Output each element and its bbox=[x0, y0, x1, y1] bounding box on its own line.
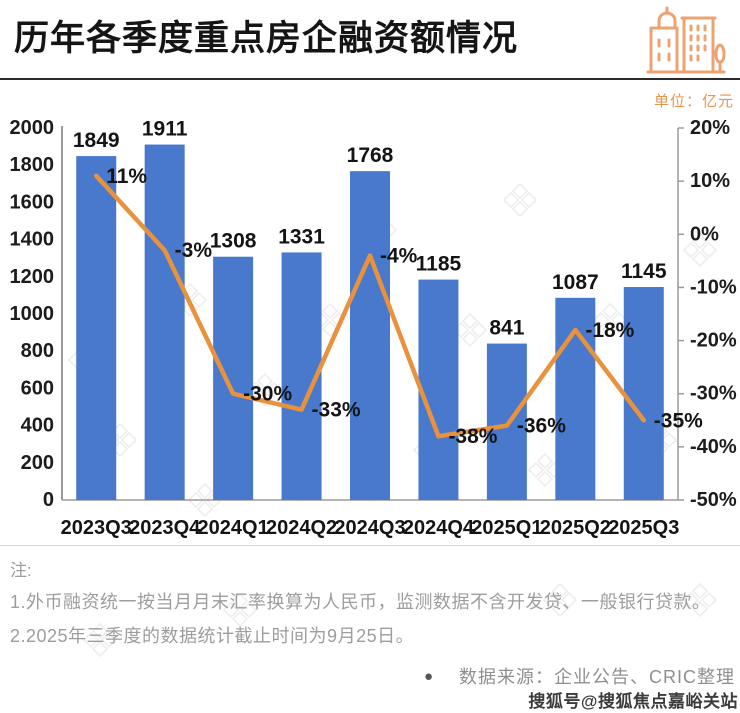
trend-point-label: -33% bbox=[312, 399, 361, 422]
trend-line bbox=[93, 173, 647, 439]
x-axis-label-2024Q1: 2024Q1 bbox=[198, 517, 269, 539]
left-axis-tick-label: 400 bbox=[21, 415, 54, 437]
x-axis-label-2025Q1: 2025Q1 bbox=[471, 517, 542, 539]
x-axis-label-2023Q3: 2023Q3 bbox=[61, 517, 132, 539]
header-divider bbox=[0, 78, 740, 80]
x-axis-label-2024Q2: 2024Q2 bbox=[266, 517, 337, 539]
right-axis-tick-label: -40% bbox=[690, 436, 737, 458]
bar-2024Q3 bbox=[350, 171, 390, 500]
chart-bottom-divider bbox=[0, 545, 740, 546]
left-axis-tick-label: 800 bbox=[21, 340, 54, 362]
left-axis-tick-label: 1400 bbox=[10, 229, 55, 251]
notes-label: 注: bbox=[10, 561, 32, 580]
trend-point-label: -30% bbox=[243, 383, 292, 406]
left-axis-tick-label: 200 bbox=[21, 452, 54, 474]
bar-2025Q3 bbox=[623, 287, 664, 500]
bar-2024Q1 bbox=[213, 256, 254, 500]
x-axis-label-2024Q4: 2024Q4 bbox=[403, 517, 475, 539]
unit-label: 单位：亿元 bbox=[653, 93, 734, 110]
right-axis-tick-label: 10% bbox=[690, 170, 730, 192]
x-axis-label-2025Q3: 2025Q3 bbox=[608, 517, 679, 539]
bullet-icon: ● bbox=[423, 667, 433, 685]
x-axis-label-2023Q4: 2023Q4 bbox=[129, 517, 201, 539]
bar-value-label: 1087 bbox=[552, 271, 599, 294]
trend-point-label: -36% bbox=[517, 415, 566, 438]
note-line-1: 1.外币融资统一按当月月末汇率换算为人民币，监测数据不含开发贷、一般银行贷款。 bbox=[10, 592, 711, 612]
trend-point-label: -35% bbox=[654, 409, 703, 432]
right-axis-tick-label: 0% bbox=[690, 223, 719, 245]
bar-value-label: 1911 bbox=[142, 118, 188, 141]
chart: 200018001600140012001000800600400200020%… bbox=[10, 117, 737, 539]
left-axis-tick-label: 0 bbox=[43, 489, 54, 511]
bar-2023Q3 bbox=[76, 156, 117, 500]
left-axis-tick-label: 600 bbox=[21, 377, 54, 399]
building-icon bbox=[646, 6, 726, 74]
trend-point-label: 11% bbox=[106, 165, 147, 188]
bar-value-label: 1145 bbox=[621, 260, 667, 283]
bar-value-label: 1849 bbox=[73, 129, 120, 152]
right-axis-tick-label: -30% bbox=[690, 383, 737, 405]
x-axis-label-2024Q3: 2024Q3 bbox=[334, 517, 405, 539]
x-axis-label-2025Q2: 2025Q2 bbox=[540, 517, 611, 539]
bar-value-label: 1308 bbox=[210, 230, 257, 253]
bar-value-label: 1185 bbox=[416, 253, 462, 276]
bar-2024Q4 bbox=[418, 279, 459, 500]
left-axis-tick-label: 1800 bbox=[10, 154, 55, 176]
bar-value-label: 841 bbox=[489, 317, 524, 340]
page-title: 历年各季度重点房企融资额情况 bbox=[14, 19, 519, 58]
left-axis-tick-label: 2000 bbox=[10, 117, 55, 139]
right-axis-tick-label: -10% bbox=[690, 276, 737, 298]
bar-value-label: 1331 bbox=[278, 225, 325, 248]
trend-point-label: -38% bbox=[448, 425, 497, 448]
bar-value-label: 1768 bbox=[347, 144, 394, 167]
left-axis-tick-label: 1600 bbox=[10, 191, 55, 213]
note-line-2: 2.2025年三季度的数据统计截止时间为9月25日。 bbox=[10, 626, 415, 646]
right-axis-tick-label: 20% bbox=[690, 117, 730, 139]
trend-point-label: -3% bbox=[175, 239, 213, 262]
right-axis-tick-label: -50% bbox=[690, 489, 737, 511]
right-axis-tick-label: -20% bbox=[690, 330, 737, 352]
left-axis-tick-label: 1200 bbox=[10, 266, 55, 288]
trend-point-label: -4% bbox=[380, 245, 418, 268]
trend-point-label: -18% bbox=[585, 319, 634, 342]
bar-2023Q4 bbox=[144, 144, 185, 500]
data-source-text: 数据来源：企业公告、CRIC整理 bbox=[459, 667, 735, 687]
left-axis-tick-label: 1000 bbox=[10, 303, 55, 325]
data-source-row: ● 数据来源：企业公告、CRIC整理 bbox=[424, 663, 735, 689]
sohu-watermark: 搜狐号@搜狐焦点嘉峪关站 bbox=[528, 692, 738, 711]
